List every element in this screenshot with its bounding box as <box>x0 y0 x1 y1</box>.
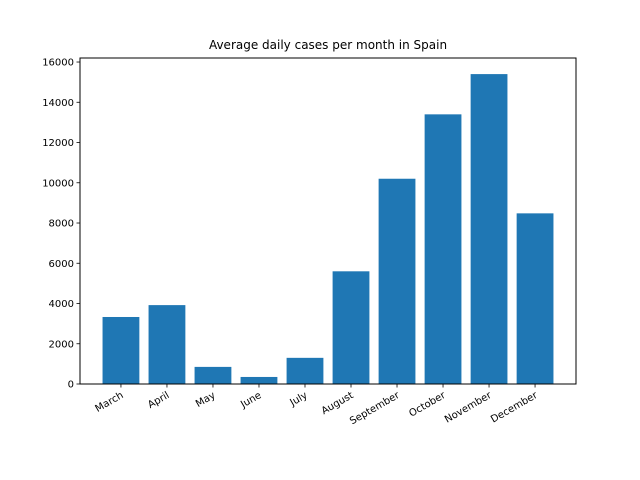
chart-title: Average daily cases per month in Spain <box>209 38 447 52</box>
x-tick-label-december: December <box>489 390 540 426</box>
bar-september <box>378 178 416 384</box>
y-tick-label: 16000 <box>42 58 74 69</box>
bar-august <box>332 271 370 384</box>
x-tick-label-august: August <box>320 390 356 417</box>
bar-may <box>194 366 232 384</box>
y-tick-label: 14000 <box>42 98 74 109</box>
y-tick-label: 12000 <box>42 138 74 149</box>
x-tick-label-april: April <box>146 390 171 411</box>
bar-december <box>516 213 554 384</box>
x-tick-label-november: November <box>443 390 494 426</box>
y-tick-label: 6000 <box>49 259 74 270</box>
y-tick-label: 0 <box>68 380 74 391</box>
x-tick-label-september: September <box>348 390 402 428</box>
y-tick-label: 10000 <box>42 178 74 189</box>
y-tick-label: 8000 <box>49 219 74 230</box>
x-tick-label-may: May <box>194 390 217 410</box>
x-tick-label-june: June <box>238 390 263 411</box>
bar-april <box>148 305 186 384</box>
x-tick-label-march: March <box>94 390 126 415</box>
bar-march <box>102 316 140 384</box>
x-tick-label-july: July <box>288 390 310 409</box>
y-tick-label: 4000 <box>49 299 74 310</box>
bar-june <box>240 376 278 384</box>
bars-group <box>102 74 554 385</box>
plot-frame <box>79 57 577 385</box>
x-tick-label-october: October <box>407 390 448 420</box>
y-axis: 0 2000 4000 6000 8000 10000 12000 14000 16000 <box>42 58 80 391</box>
bar-october <box>424 114 462 385</box>
bar-july <box>286 357 324 384</box>
y-tick-label: 2000 <box>49 339 74 350</box>
bar-november <box>470 74 508 385</box>
